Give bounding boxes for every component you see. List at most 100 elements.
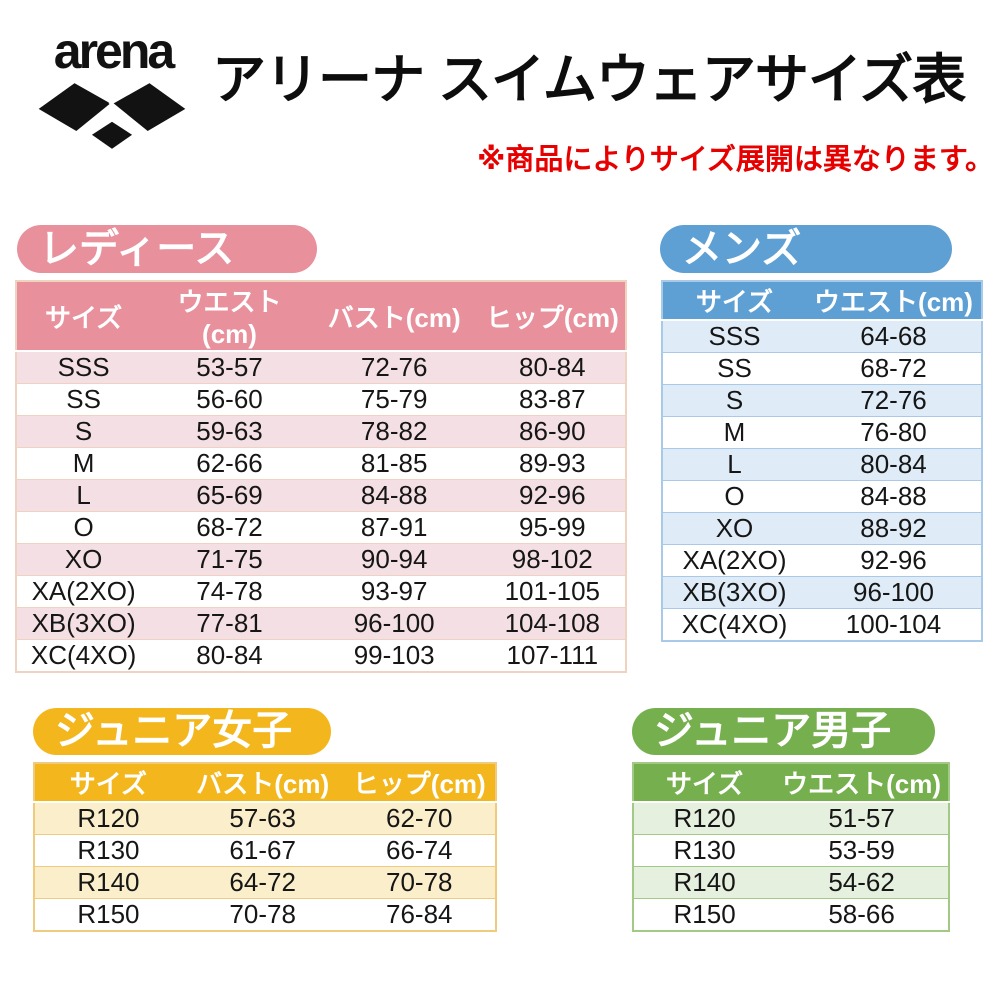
mens-size-table: サイズ ウエスト(cm) SSS 64-68 SS 68-72 S 72-76 M 76-80 L… bbox=[661, 280, 983, 642]
table-cell: 80-84 bbox=[150, 639, 309, 673]
junior-boys-badge: ジュニア男子 bbox=[632, 708, 935, 755]
table-row: S 72-76 bbox=[662, 384, 982, 417]
table-row: XO 71-75 90-94 98-102 bbox=[16, 543, 626, 576]
table-cell: 77-81 bbox=[150, 607, 309, 640]
table-cell: R120 bbox=[34, 802, 182, 835]
column-header: サイズ bbox=[34, 763, 182, 803]
table-cell: R130 bbox=[34, 834, 182, 867]
table-cell: 96-100 bbox=[806, 576, 982, 609]
table-cell: SSS bbox=[662, 320, 806, 353]
column-header: サイズ bbox=[633, 763, 776, 803]
table-cell: O bbox=[16, 511, 151, 544]
table-cell: 70-78 bbox=[181, 898, 344, 932]
table-cell: 87-91 bbox=[308, 511, 480, 544]
junior-girls-badge: ジュニア女子 bbox=[33, 708, 331, 755]
table-cell: 62-70 bbox=[343, 802, 496, 835]
table-cell: 72-76 bbox=[806, 384, 982, 417]
table-cell: XO bbox=[16, 543, 151, 576]
table-cell: O bbox=[662, 480, 806, 513]
table-cell: 84-88 bbox=[806, 480, 982, 513]
table-row: R130 61-67 66-74 bbox=[34, 834, 496, 867]
table-cell: 57-63 bbox=[181, 802, 344, 835]
table-cell: XA(2XO) bbox=[16, 575, 151, 608]
table-cell: XC(4XO) bbox=[662, 608, 806, 642]
arena-diamonds-icon bbox=[33, 80, 191, 152]
table-cell: 53-57 bbox=[150, 351, 309, 384]
table-cell: SSS bbox=[16, 351, 151, 384]
table-cell: 78-82 bbox=[308, 415, 480, 448]
table-cell: 51-57 bbox=[775, 802, 949, 835]
table-cell: R150 bbox=[633, 898, 776, 932]
table-cell: 92-96 bbox=[479, 479, 626, 512]
table-cell: XA(2XO) bbox=[662, 544, 806, 577]
column-header: ウエスト(cm) bbox=[150, 281, 309, 352]
table-row: M 76-80 bbox=[662, 416, 982, 449]
table-cell: 64-68 bbox=[806, 320, 982, 353]
table-cell: 68-72 bbox=[150, 511, 309, 544]
table-cell: 81-85 bbox=[308, 447, 480, 480]
table-row: O 84-88 bbox=[662, 480, 982, 513]
table-row: XA(2XO) 74-78 93-97 101-105 bbox=[16, 575, 626, 608]
table-row: SSS 53-57 72-76 80-84 bbox=[16, 351, 626, 384]
table-cell: S bbox=[662, 384, 806, 417]
table-cell: 80-84 bbox=[806, 448, 982, 481]
table-row: XO 88-92 bbox=[662, 512, 982, 545]
table-cell: 101-105 bbox=[479, 575, 626, 608]
table-cell: 76-84 bbox=[343, 898, 496, 932]
table-cell: 95-99 bbox=[479, 511, 626, 544]
junior-boys-header-row: サイズ ウエスト(cm) bbox=[633, 763, 949, 803]
table-cell: 89-93 bbox=[479, 447, 626, 480]
column-header: サイズ bbox=[16, 281, 151, 352]
table-cell: 75-79 bbox=[308, 383, 480, 416]
page-title: アリーナ スイムウェアサイズ表 bbox=[212, 50, 966, 110]
table-cell: 107-111 bbox=[479, 639, 626, 673]
table-row: M 62-66 81-85 89-93 bbox=[16, 447, 626, 480]
table-row: XC(4XO) 80-84 99-103 107-111 bbox=[16, 639, 626, 673]
column-header: ヒップ(cm) bbox=[479, 281, 626, 352]
table-cell: 93-97 bbox=[308, 575, 480, 608]
size-variation-note: ※商品によりサイズ展開は異なります。 bbox=[477, 144, 994, 176]
table-row: R140 54-62 bbox=[633, 866, 949, 899]
table-cell: M bbox=[662, 416, 806, 449]
junior-boys-size-table: サイズ ウエスト(cm) R120 51-57 R130 53-59 R140 54-62 R… bbox=[632, 762, 950, 932]
table-cell: R150 bbox=[34, 898, 182, 932]
table-cell: 83-87 bbox=[479, 383, 626, 416]
table-cell: 62-66 bbox=[150, 447, 309, 480]
table-row: SS 56-60 75-79 83-87 bbox=[16, 383, 626, 416]
table-row: L 80-84 bbox=[662, 448, 982, 481]
table-cell: 58-66 bbox=[775, 898, 949, 932]
table-cell: 68-72 bbox=[806, 352, 982, 385]
arena-logo: arena bbox=[33, 26, 193, 152]
table-row: R150 58-66 bbox=[633, 898, 949, 932]
table-cell: S bbox=[16, 415, 151, 448]
table-cell: 53-59 bbox=[775, 834, 949, 867]
ladies-header-row: サイズ ウエスト(cm) バスト(cm) ヒップ(cm) bbox=[16, 281, 626, 352]
table-row: S 59-63 78-82 86-90 bbox=[16, 415, 626, 448]
table-row: R120 51-57 bbox=[633, 802, 949, 835]
table-row: L 65-69 84-88 92-96 bbox=[16, 479, 626, 512]
column-header: バスト(cm) bbox=[308, 281, 480, 352]
table-cell: 59-63 bbox=[150, 415, 309, 448]
table-cell: 72-76 bbox=[308, 351, 480, 384]
table-row: R150 70-78 76-84 bbox=[34, 898, 496, 932]
table-cell: 90-94 bbox=[308, 543, 480, 576]
table-row: R130 53-59 bbox=[633, 834, 949, 867]
table-cell: 65-69 bbox=[150, 479, 309, 512]
junior-girls-size-table: サイズ バスト(cm) ヒップ(cm) R120 57-63 62-70 R130 61-6… bbox=[33, 762, 497, 932]
table-cell: 54-62 bbox=[775, 866, 949, 899]
table-cell: 64-72 bbox=[181, 866, 344, 899]
table-cell: R130 bbox=[633, 834, 776, 867]
table-cell: 100-104 bbox=[806, 608, 982, 642]
junior-girls-header-row: サイズ バスト(cm) ヒップ(cm) bbox=[34, 763, 496, 803]
table-cell: R140 bbox=[633, 866, 776, 899]
table-row: XC(4XO) 100-104 bbox=[662, 608, 982, 642]
table-cell: 71-75 bbox=[150, 543, 309, 576]
table-cell: XB(3XO) bbox=[662, 576, 806, 609]
column-header: ヒップ(cm) bbox=[343, 763, 496, 803]
table-cell: L bbox=[662, 448, 806, 481]
table-cell: 76-80 bbox=[806, 416, 982, 449]
table-cell: 56-60 bbox=[150, 383, 309, 416]
table-cell: 84-88 bbox=[308, 479, 480, 512]
table-cell: 98-102 bbox=[479, 543, 626, 576]
table-cell: M bbox=[16, 447, 151, 480]
